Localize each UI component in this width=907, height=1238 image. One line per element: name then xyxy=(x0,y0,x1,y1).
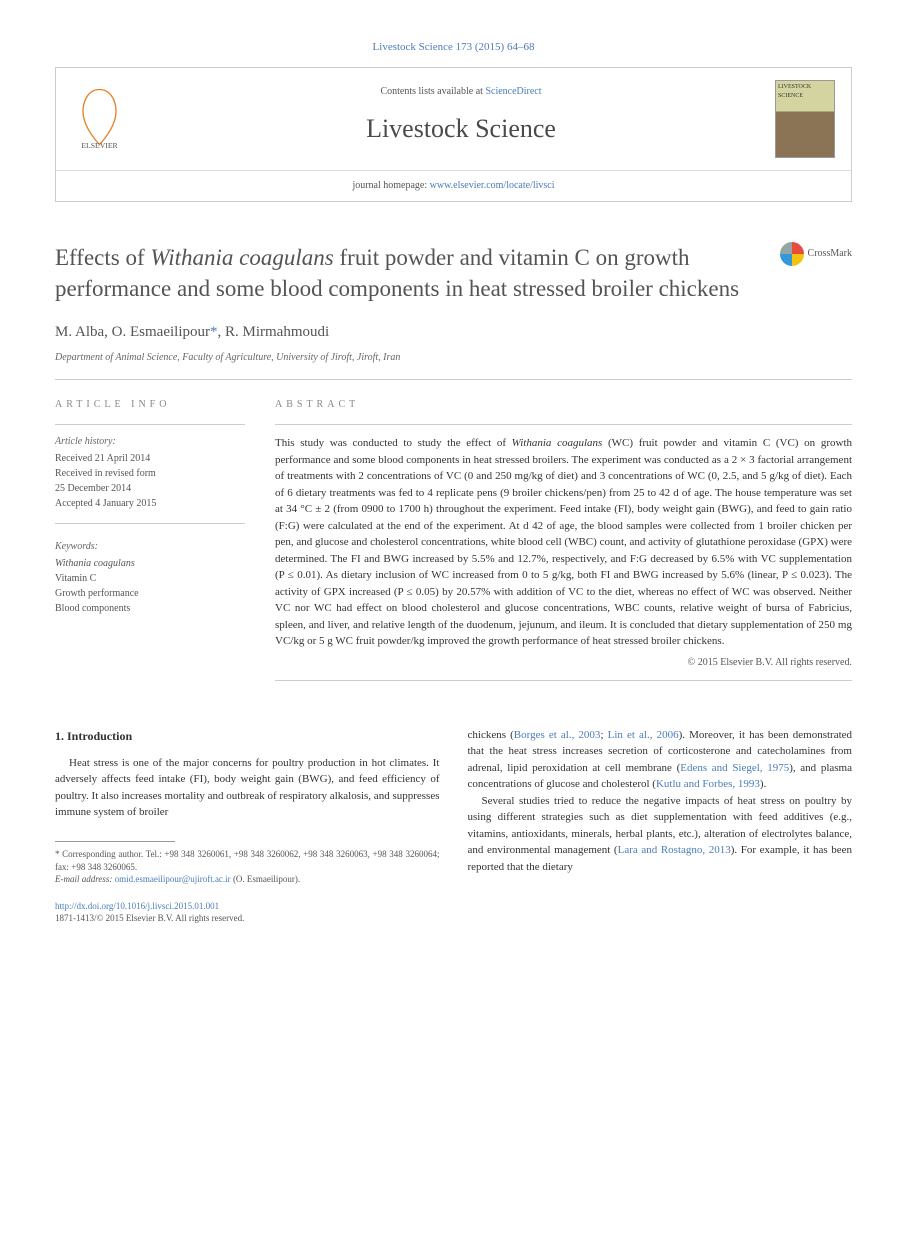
issn-line: 1871-1413/© 2015 Elsevier B.V. All right… xyxy=(55,913,244,923)
abstract-copyright: © 2015 Elsevier B.V. All rights reserved… xyxy=(275,656,852,670)
intro-paragraph-cont: chickens (Borges et al., 2003; Lin et al… xyxy=(468,727,853,793)
separator xyxy=(55,379,852,380)
crossmark-badge[interactable]: CrossMark xyxy=(780,242,852,266)
abstract-column: ABSTRACT This study was conducted to stu… xyxy=(275,398,852,691)
svg-text:ELSEVIER: ELSEVIER xyxy=(81,141,118,150)
title-italic: Withania coagulans xyxy=(150,245,333,270)
email-label: E-mail address: xyxy=(55,874,115,884)
keyword-item: Growth performance xyxy=(55,586,245,601)
history-item: Received in revised form xyxy=(55,466,245,481)
corresponding-author-footnote: * Corresponding author. Tel.: +98 348 32… xyxy=(55,848,440,873)
contents-available-line: Contents lists available at ScienceDirec… xyxy=(147,85,775,99)
keyword-item: Blood components xyxy=(55,601,245,616)
doi-link[interactable]: http://dx.doi.org/10.1016/j.livsci.2015.… xyxy=(55,901,219,911)
citation-link[interactable]: Kutlu and Forbes, 1993 xyxy=(656,778,760,790)
authors-line: M. Alba, O. Esmaeilipour*, R. Mirmahmoud… xyxy=(55,322,852,343)
journal-header-box: ELSEVIER Contents lists available at Sci… xyxy=(55,67,852,202)
authors-names: M. Alba, O. Esmaeilipour xyxy=(55,324,210,340)
footnote-separator xyxy=(55,841,175,842)
journal-homepage-link[interactable]: www.elsevier.com/locate/livsci xyxy=(430,180,555,191)
intro-paragraph-2: Several studies tried to reduce the nega… xyxy=(468,793,853,876)
contents-prefix: Contents lists available at xyxy=(380,86,485,97)
crossmark-icon xyxy=(780,242,804,266)
info-separator xyxy=(55,523,245,524)
text-frag: ). xyxy=(760,778,766,790)
history-item: Received 21 April 2014 xyxy=(55,451,245,466)
title-pre: Effects of xyxy=(55,245,150,270)
body-column-left: 1. Introduction Heat stress is one of th… xyxy=(55,727,440,886)
email-link[interactable]: omid.esmaeilipour@ujiroft.ac.ir xyxy=(115,874,231,884)
abstract-text: This study was conducted to study the ef… xyxy=(275,435,852,650)
journal-homepage-line: journal homepage: www.elsevier.com/locat… xyxy=(56,171,851,201)
text-frag: ; xyxy=(600,729,607,741)
citation-line: Livestock Science 173 (2015) 64–68 xyxy=(55,40,852,55)
journal-cover-thumbnail: LIVESTOCK SCIENCE xyxy=(775,80,835,158)
keywords-label: Keywords: xyxy=(55,540,245,554)
authors-rest: , R. Mirmahmoudi xyxy=(217,324,329,340)
citation-link[interactable]: Borges et al., 2003 xyxy=(514,729,601,741)
keyword-text: Withania coagulans xyxy=(55,558,135,569)
citation-link[interactable]: Lin et al., 2006 xyxy=(608,729,679,741)
abstract-separator-bottom xyxy=(275,680,852,681)
article-info-heading: ARTICLE INFO xyxy=(55,398,245,412)
citation-link[interactable]: Edens and Siegel, 1975 xyxy=(680,762,789,774)
journal-title: Livestock Science xyxy=(147,111,775,147)
info-separator xyxy=(55,424,245,425)
intro-paragraph: Heat stress is one of the major concerns… xyxy=(55,755,440,821)
abstract-p1b: (WC) fruit powder and vitamin C (VC) on … xyxy=(275,437,852,647)
history-label: Article history: xyxy=(55,435,245,449)
history-item: 25 December 2014 xyxy=(55,481,245,496)
citation-link[interactable]: Lara and Rostagno, 2013 xyxy=(618,844,731,856)
abstract-p1-it: Withania coagulans xyxy=(512,437,603,449)
body-column-right: chickens (Borges et al., 2003; Lin et al… xyxy=(468,727,853,886)
email-footnote: E-mail address: omid.esmaeilipour@ujirof… xyxy=(55,873,440,886)
sciencedirect-link[interactable]: ScienceDirect xyxy=(485,86,541,97)
crossmark-label: CrossMark xyxy=(808,247,852,261)
history-item: Accepted 4 January 2015 xyxy=(55,496,245,511)
intro-heading: 1. Introduction xyxy=(55,727,440,745)
article-title: Effects of Withania coagulans fruit powd… xyxy=(55,242,760,304)
affiliation: Department of Animal Science, Faculty of… xyxy=(55,351,852,365)
keyword-item: Withania coagulans xyxy=(55,556,245,571)
abstract-separator xyxy=(275,424,852,425)
keyword-item: Vitamin C xyxy=(55,571,245,586)
email-name: (O. Esmaeilipour). xyxy=(231,874,300,884)
abstract-heading: ABSTRACT xyxy=(275,398,852,412)
homepage-prefix: journal homepage: xyxy=(352,180,429,191)
elsevier-logo: ELSEVIER xyxy=(72,84,127,155)
page-footer: http://dx.doi.org/10.1016/j.livsci.2015.… xyxy=(55,900,852,925)
article-info-column: ARTICLE INFO Article history: Received 2… xyxy=(55,398,245,691)
abstract-p1a: This study was conducted to study the ef… xyxy=(275,437,512,449)
text-frag: chickens ( xyxy=(468,729,514,741)
